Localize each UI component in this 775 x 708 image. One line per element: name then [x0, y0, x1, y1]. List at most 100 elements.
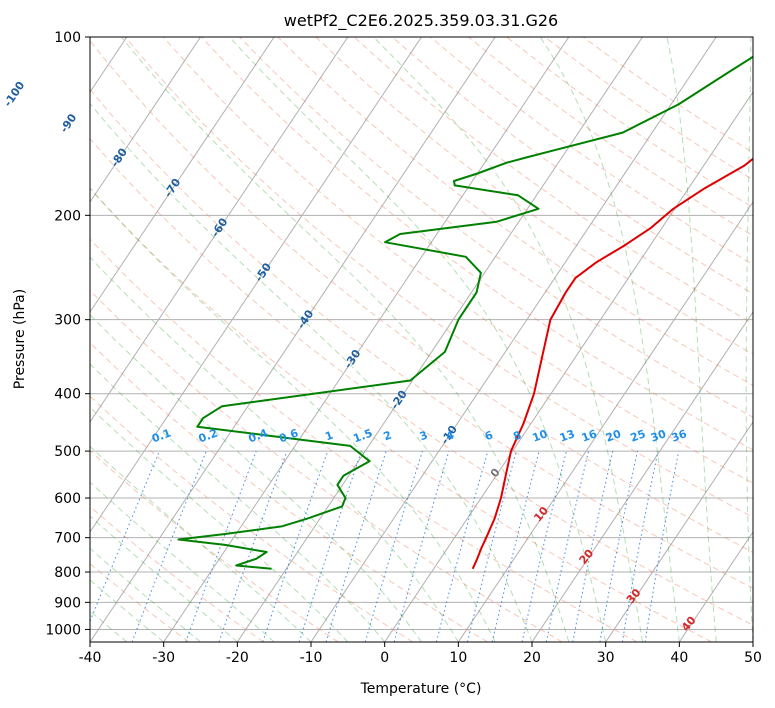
mixing-ratio-label: 25 — [629, 427, 648, 444]
mixing-ratio-line — [599, 450, 638, 642]
isotherm-gridline — [384, 91, 753, 642]
moist-adiabat — [90, 363, 386, 642]
mixing-ratio-label: 10 — [531, 427, 550, 445]
dry-adiabat — [353, 37, 753, 325]
isotherm-gridline — [678, 531, 753, 642]
dry-adiabat — [90, 289, 563, 642]
moist-adiabat-label: 0 — [488, 466, 503, 480]
dry-adiabat — [90, 187, 712, 642]
isotherm-label: -40 — [295, 307, 317, 331]
y-tick-label: 1000 — [45, 622, 81, 638]
isotherm-label: -100 — [1, 79, 27, 109]
isotherm-label: -90 — [58, 111, 80, 135]
y-tick-label: 500 — [54, 444, 81, 460]
mixing-ratio-line — [325, 450, 387, 642]
moist-adiabat — [90, 515, 238, 642]
isotherm-gridline — [90, 37, 275, 313]
isotherm-gridline — [90, 37, 201, 203]
axis-ticks: -40 -30 -20 -10 0 10 20 30 40 5010020030040050060… — [45, 30, 762, 666]
mixing-ratio-line — [364, 450, 423, 642]
mixing-ratio-line — [393, 450, 450, 642]
dry-adiabat — [162, 37, 753, 484]
x-tick-label: -10 — [300, 650, 323, 666]
isotherm-label: -50 — [252, 260, 274, 284]
dry-adiabat — [201, 37, 753, 451]
mixing-ratio-label: 0.6 — [277, 426, 300, 445]
x-tick-label: 30 — [597, 650, 615, 666]
plot-series — [177, 55, 753, 570]
mixing-ratio-label: 0.4 — [247, 426, 270, 445]
moist-adiabat — [745, 37, 753, 642]
isotherm-gridline — [90, 37, 349, 423]
mixing-ratio-label: 1 — [323, 429, 335, 444]
mixing-ratio-line — [572, 450, 614, 642]
moist-adiabat — [229, 37, 607, 642]
mixing-ratio-label: 6 — [483, 428, 495, 443]
x-tick-label: -30 — [152, 650, 175, 666]
isotherm-label: -60 — [209, 215, 231, 239]
mixing-ratio-label: 2 — [382, 429, 394, 444]
mixing-ratio-label: 0.1 — [150, 427, 173, 446]
isotherm-gridline — [457, 201, 753, 642]
isotherm-gridline — [90, 37, 496, 642]
isotherm-gridline — [163, 37, 570, 642]
mixing-ratio-label: 0.2 — [197, 427, 220, 446]
isotherm-gridline — [236, 37, 643, 642]
x-tick-label: 0 — [380, 650, 389, 666]
chart-title: wetPf2_C2E6.2025.359.03.31.G26 — [284, 11, 558, 31]
dewpoint-profile-line — [177, 55, 753, 570]
mixing-ratio-line — [298, 450, 362, 642]
mixing-ratio-line — [185, 450, 257, 642]
mixing-ratio-line — [644, 451, 680, 642]
moist-adiabat — [90, 313, 422, 642]
dry-adiabat — [90, 137, 753, 626]
moist-adiabat — [666, 37, 717, 642]
mixing-ratio-line — [621, 450, 659, 642]
mixing-ratio-label: 30 — [649, 427, 668, 445]
moist-adiabat — [90, 445, 312, 642]
dry-adiabat — [90, 342, 488, 642]
isotherm-label: -30 — [342, 347, 364, 371]
y-tick-label: 400 — [54, 387, 81, 403]
y-tick-label: 900 — [54, 595, 81, 611]
isotherm-label: -80 — [108, 145, 130, 169]
dry-adiabat — [90, 88, 753, 589]
moist-adiabat — [90, 406, 349, 642]
y-tick-label: 600 — [54, 491, 81, 507]
dry-adiabat — [90, 505, 264, 642]
isotherm-gridline — [605, 421, 753, 642]
mixing-ratio-line — [467, 450, 517, 642]
moist-adiabat — [373, 37, 643, 642]
dry-adiabat — [239, 37, 753, 418]
x-tick-label: 20 — [523, 650, 541, 666]
x-tick-label: -40 — [79, 650, 102, 666]
isotherm-gridline — [90, 37, 422, 533]
plot-background — [90, 37, 753, 642]
y-tick-label: 700 — [54, 531, 81, 547]
x-tick-label: 50 — [744, 650, 762, 666]
x-tick-label: -20 — [226, 650, 249, 666]
y-tick-label: 800 — [54, 565, 81, 581]
dry-adiabat — [90, 39, 753, 553]
moist-adiabat — [90, 102, 533, 642]
temperature-profile-line — [471, 157, 753, 570]
mixing-ratio-label: 13 — [558, 427, 577, 444]
y-axis-title: Pressure (hPa) — [12, 289, 28, 389]
mixing-ratio-line — [491, 450, 540, 642]
y-tick-label: 200 — [54, 208, 81, 224]
moist-adiabat — [90, 481, 275, 642]
isotherm-label: -70 — [162, 176, 184, 200]
mixing-ratio-label: 3 — [418, 429, 430, 444]
mixing-ratio-label: 1.5 — [351, 427, 374, 446]
isotherm-gridline — [531, 311, 753, 642]
mixing-ratio-label: 4 — [444, 428, 456, 443]
dry-adiabat — [90, 449, 339, 642]
x-tick-label: 10 — [449, 650, 467, 666]
mixing-ratio-line — [262, 450, 329, 642]
dry-adiabat — [90, 563, 190, 642]
dry-adiabat — [277, 37, 753, 386]
mixing-ratio-line — [131, 450, 207, 642]
x-axis-title: Temperature (°C) — [360, 681, 482, 697]
mixing-ratio-label: 8 — [512, 429, 524, 444]
